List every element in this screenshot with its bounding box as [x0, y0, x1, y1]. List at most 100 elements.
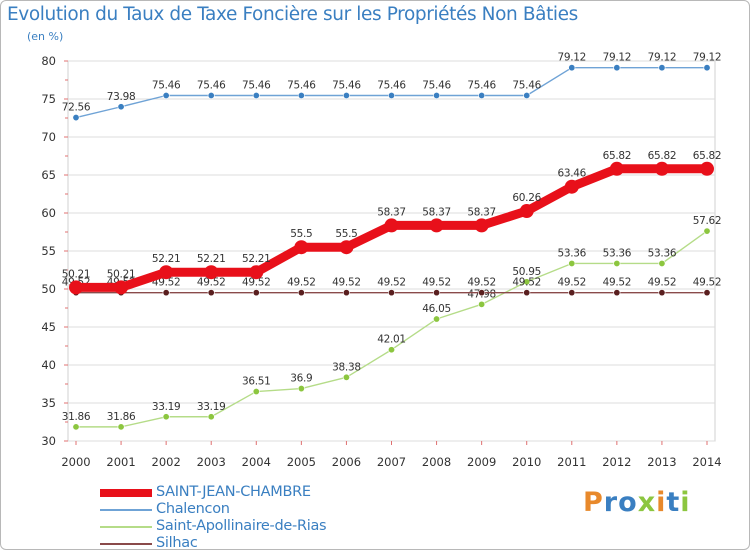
- data-point: [387, 92, 395, 100]
- data-label: 42.01: [377, 334, 406, 346]
- y-tick-label: 70: [41, 130, 56, 144]
- data-label: 49.52: [558, 277, 587, 289]
- data-label: 79.12: [693, 52, 722, 64]
- data-label: 49.52: [287, 277, 316, 289]
- y-tick-label: 75: [41, 92, 56, 106]
- data-point: [613, 259, 621, 267]
- y-tick-label: 60: [41, 206, 56, 220]
- data-label: 49.52: [242, 277, 271, 289]
- data-label: 49.52: [467, 277, 496, 289]
- legend-item-chalencon: Chalencon: [100, 501, 360, 519]
- data-point: [72, 423, 80, 431]
- data-label: 75.46: [332, 80, 361, 92]
- logo-letter: i: [656, 487, 667, 518]
- data-label: 33.19: [197, 401, 226, 413]
- legend-label: SAINT-JEAN-CHAMBRE: [156, 484, 311, 500]
- data-point: [72, 114, 80, 122]
- proxiti-logo: Proxiti: [583, 487, 691, 518]
- data-point: [478, 300, 486, 308]
- data-label: 49.52: [152, 277, 181, 289]
- data-point: [658, 289, 666, 297]
- unit-label: (en %): [27, 30, 64, 43]
- data-point: [252, 289, 260, 297]
- x-tick-label: 2007: [377, 455, 406, 469]
- legend-swatch: [100, 526, 152, 528]
- x-tick-label: 2000: [61, 455, 90, 469]
- data-point: [69, 280, 83, 295]
- data-label: 65.82: [648, 150, 677, 162]
- x-tick-label: 2011: [557, 455, 586, 469]
- data-point: [429, 218, 444, 233]
- data-label: 49.52: [422, 277, 451, 289]
- data-label: 36.9: [290, 373, 312, 385]
- data-point: [384, 218, 399, 233]
- data-label: 75.46: [197, 80, 226, 92]
- data-point: [519, 204, 534, 219]
- data-label: 58.37: [467, 206, 496, 218]
- data-label: 58.37: [422, 206, 451, 218]
- data-point: [433, 92, 441, 100]
- legend: SAINT-JEAN-CHAMBRE Chalencon Saint-Apoll…: [100, 484, 360, 550]
- x-tick-label: 2006: [332, 455, 361, 469]
- data-point: [117, 103, 125, 111]
- data-point: [700, 161, 714, 176]
- data-label: 79.12: [558, 52, 587, 64]
- data-point: [658, 259, 666, 267]
- data-point: [478, 92, 486, 100]
- logo-letter: x: [637, 487, 657, 518]
- data-label: 49.52: [377, 277, 406, 289]
- data-label: 75.46: [242, 80, 271, 92]
- y-tick-label: 55: [41, 244, 56, 258]
- data-label: 49.52: [603, 277, 632, 289]
- data-label: 55.5: [290, 228, 312, 240]
- data-point: [474, 218, 489, 233]
- data-label: 50.21: [107, 268, 136, 280]
- logo-letter: t: [666, 487, 681, 518]
- data-label: 31.86: [107, 411, 136, 423]
- y-tick-label: 65: [41, 168, 56, 182]
- data-point: [703, 64, 711, 72]
- data-point: [207, 289, 215, 297]
- data-point: [207, 413, 215, 421]
- data-label: 52.21: [197, 253, 226, 265]
- legend-item-silhac: Silhac: [100, 535, 360, 550]
- data-point: [387, 289, 395, 297]
- legend-label: Silhac: [156, 535, 198, 550]
- data-point: [204, 265, 219, 280]
- data-point: [387, 346, 395, 354]
- data-point: [568, 259, 576, 267]
- data-point: [703, 289, 711, 297]
- data-point: [342, 92, 350, 100]
- data-label: 75.46: [377, 80, 406, 92]
- data-label: 57.62: [693, 215, 722, 227]
- x-tick-label: 2014: [692, 455, 721, 469]
- data-point: [297, 289, 305, 297]
- legend-swatch: [100, 543, 152, 545]
- data-label: 75.46: [467, 80, 496, 92]
- data-label: 58.37: [377, 206, 406, 218]
- data-point: [117, 423, 125, 431]
- data-point: [658, 64, 666, 72]
- data-point: [568, 64, 576, 72]
- data-point: [297, 92, 305, 100]
- data-point: [613, 64, 621, 72]
- data-label: 75.46: [512, 80, 541, 92]
- legend-swatch: [100, 489, 152, 497]
- data-label: 53.36: [603, 247, 632, 259]
- data-label: 53.36: [648, 247, 677, 259]
- data-label: 50.21: [62, 268, 91, 280]
- data-label: 65.82: [693, 150, 722, 162]
- data-point: [252, 92, 260, 100]
- y-tick-label: 45: [41, 320, 56, 334]
- data-label: 49.52: [512, 277, 541, 289]
- data-label: 55.5: [335, 228, 357, 240]
- x-tick-label: 2009: [467, 455, 496, 469]
- data-label: 46.05: [422, 303, 451, 315]
- data-point: [297, 385, 305, 393]
- data-label: 33.19: [152, 401, 181, 413]
- data-point: [342, 373, 350, 381]
- data-point: [252, 388, 260, 396]
- data-point: [523, 289, 531, 297]
- data-point: [568, 289, 576, 297]
